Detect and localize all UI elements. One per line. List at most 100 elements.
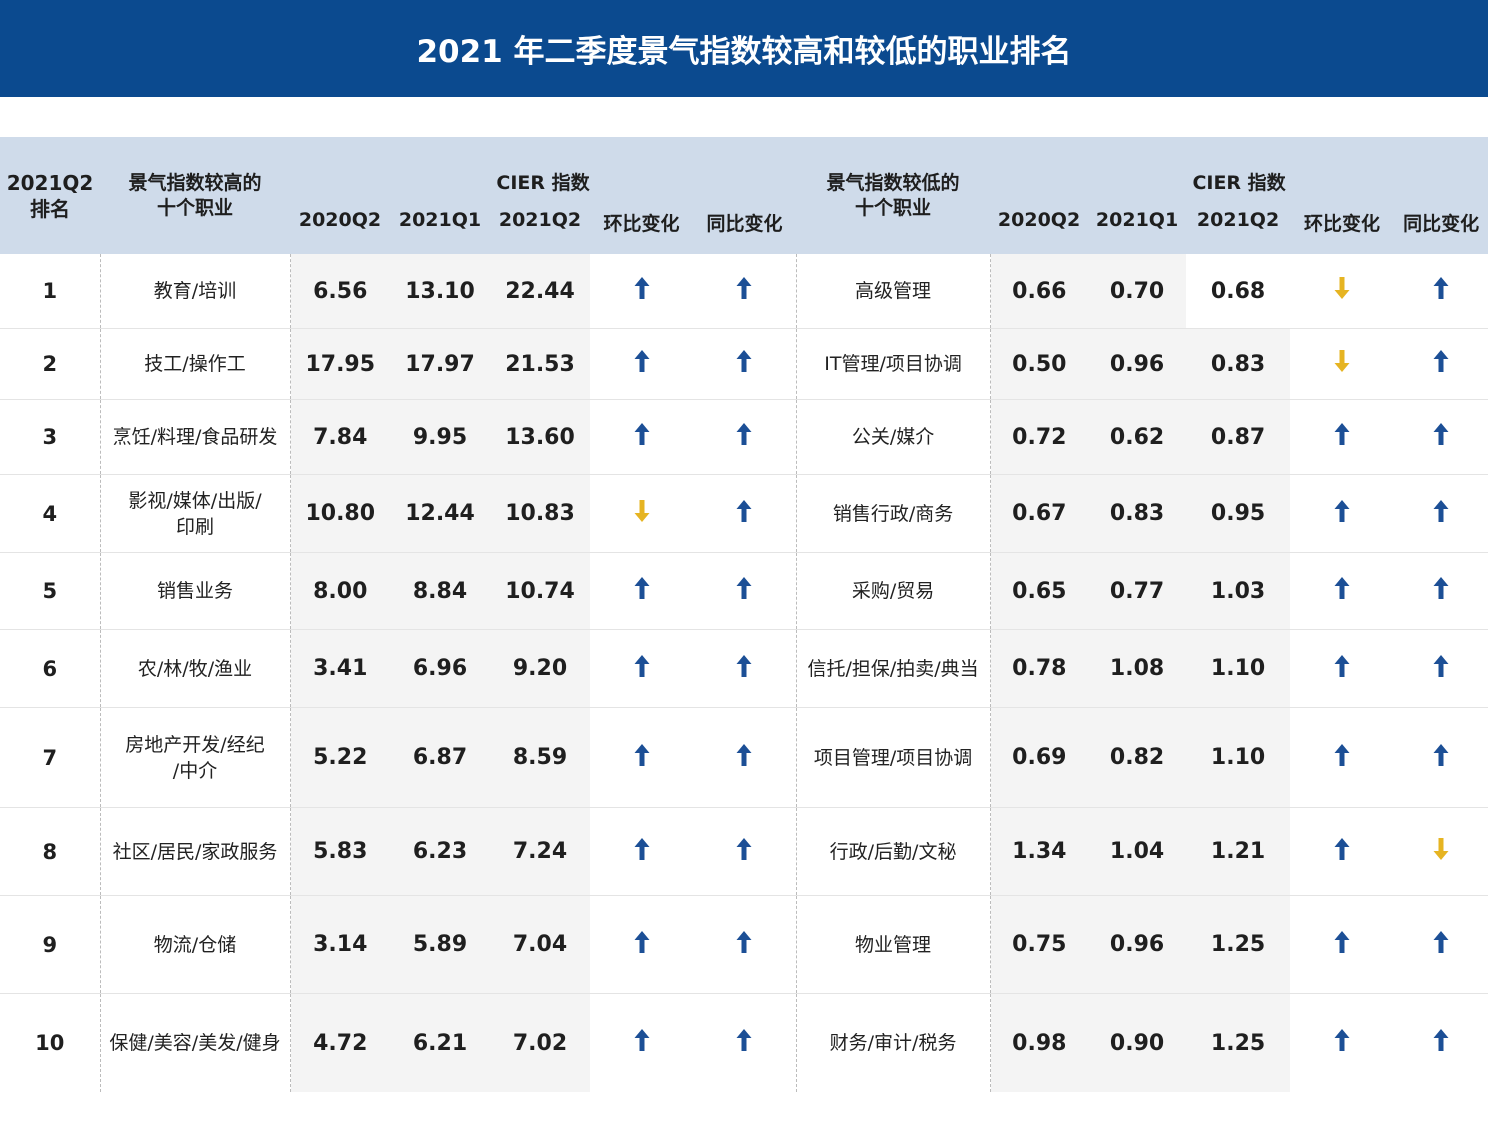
high-2021q1-cell: 6.21: [390, 993, 490, 1092]
arrow-up-icon: [1334, 1029, 1350, 1051]
high-2021q2-cell: 7.24: [490, 807, 590, 896]
low-occupation-cell: 行政/后勤/文秘: [795, 807, 991, 896]
header-high-text: 景气指数较高的 十个职业: [128, 171, 262, 219]
arrow-up-icon: [1433, 277, 1449, 299]
table-row: 4 影视/媒体/出版/ 印刷 10.80 12.44 10.83 销售行政/商务 0.67 0…: [0, 474, 1488, 553]
header-cier-left: CIER 指数: [290, 137, 797, 201]
arrow-up-icon: [1334, 837, 1350, 860]
arrow-up-icon: [1334, 930, 1350, 953]
high-occupation-cell: 社区/居民/家政服务: [99, 807, 291, 896]
arrow-up-icon: [1334, 423, 1350, 445]
low-yoy-cell: [1394, 994, 1488, 1093]
high-2020q2-cell: 8.00: [290, 552, 390, 630]
low-occupation-cell: 信托/担保/拍卖/典当: [795, 629, 991, 708]
low-2021q2-cell: 1.10: [1186, 707, 1291, 808]
ranking-table-wrap: 2021Q2 排名 景气指数较高的 十个职业 CIER 指数 景气指数较低的 十…: [0, 137, 1488, 1092]
high-2021q1-cell: 6.96: [390, 629, 490, 708]
high-yoy-cell: [693, 629, 797, 708]
high-occupation-cell: 技工/操作工: [99, 328, 291, 400]
low-2021q1-cell: 0.96: [1088, 895, 1187, 994]
high-qoq-cell: [590, 707, 693, 808]
high-yoy-cell: [693, 552, 797, 630]
high-2020q2-cell: 5.83: [290, 807, 390, 896]
col-header-2021q1-right: 2021Q1: [1088, 201, 1187, 254]
high-2020q2-cell: 5.22: [290, 707, 390, 808]
arrow-up-icon: [634, 743, 649, 766]
low-yoy-cell: [1394, 707, 1488, 808]
low-occupation-cell: IT管理/项目协调: [795, 328, 991, 400]
high-2020q2-cell: 3.14: [290, 895, 390, 994]
rank-cell: 8: [0, 807, 100, 896]
high-occupation-cell: 物流/仓储: [99, 895, 291, 994]
table-row: 2 技工/操作工 17.95 17.97 21.53 IT管理/项目协调 0.50 0.96 0…: [0, 328, 1488, 400]
high-occupation-cell: 保健/美容/美发/健身: [99, 993, 291, 1092]
high-occupation-cell: 教育/培训: [99, 254, 291, 329]
high-yoy-cell: [693, 994, 796, 1093]
low-2021q2-cell: 1.25: [1186, 993, 1291, 1092]
low-2021q2-cell: 0.95: [1186, 474, 1291, 553]
high-2021q1-cell: 8.84: [390, 552, 490, 630]
table-header: 2021Q2 排名 景气指数较高的 十个职业 CIER 指数 景气指数较低的 十…: [0, 137, 1488, 254]
low-qoq-cell: [1290, 707, 1395, 808]
low-yoy-cell: [1394, 328, 1488, 400]
high-2021q2-cell: 10.83: [490, 474, 590, 553]
arrow-down-icon: [1334, 350, 1350, 372]
low-2020q2-cell: 0.98: [990, 993, 1089, 1092]
low-qoq-cell: [1290, 254, 1395, 329]
arrow-up-icon: [736, 499, 752, 522]
low-qoq-cell: [1290, 474, 1395, 553]
high-2021q2-cell: 7.04: [490, 895, 590, 994]
high-2021q2-cell: 10.74: [490, 552, 590, 630]
low-yoy-cell: [1394, 474, 1488, 553]
header-rank-text: 2021Q2 排名: [6, 170, 94, 221]
table-row: 1 教育/培训 6.56 13.10 22.44 高级管理 0.66 0.70 0.68: [0, 254, 1488, 329]
arrow-up-icon: [1334, 654, 1350, 677]
high-2021q1-cell: 6.23: [390, 807, 490, 896]
low-occupation-cell: 采购/贸易: [795, 552, 991, 630]
high-2021q1-cell: 13.10: [390, 254, 490, 329]
high-2021q2-cell: 22.44: [490, 254, 590, 329]
high-qoq-cell: [590, 254, 693, 329]
arrow-up-icon: [736, 1029, 752, 1051]
col-header-qoq-left: 环比变化: [590, 201, 693, 254]
low-occupation-cell: 高级管理: [795, 254, 991, 329]
low-2020q2-cell: 0.67: [990, 474, 1089, 553]
header-low-occupation: 景气指数较低的 十个职业: [796, 137, 991, 254]
arrow-up-icon: [736, 837, 752, 860]
low-2020q2-cell: 0.72: [990, 399, 1089, 475]
high-occupation-cell: 房地产开发/经纪 /中介: [99, 707, 291, 808]
col-header-2020q2-right: 2020Q2: [990, 201, 1089, 254]
high-2021q1-cell: 17.97: [390, 328, 490, 400]
low-2020q2-cell: 1.34: [990, 807, 1089, 896]
high-yoy-cell: [693, 707, 797, 808]
low-2021q2-cell: 1.10: [1186, 629, 1291, 708]
arrow-up-icon: [1433, 743, 1449, 766]
arrow-up-icon: [736, 423, 752, 445]
arrow-up-icon: [634, 654, 649, 677]
arrow-up-icon: [1433, 577, 1449, 599]
high-2021q2-cell: 13.60: [490, 399, 590, 475]
low-occupation-cell: 销售行政/商务: [795, 474, 991, 553]
arrow-up-icon: [634, 423, 649, 445]
low-2020q2-cell: 0.69: [990, 707, 1089, 808]
high-occupation-cell: 农/林/牧/渔业: [99, 629, 291, 708]
table-row: 3 烹饪/料理/食品研发 7.84 9.95 13.60 公关/媒介 0.72 0.62 0.8…: [0, 399, 1488, 475]
low-2021q1-cell: 0.82: [1088, 707, 1187, 808]
arrow-down-icon: [1433, 837, 1449, 860]
high-2021q2-cell: 9.20: [490, 629, 590, 708]
low-yoy-cell: [1394, 399, 1488, 475]
high-2021q2-cell: 7.02: [490, 993, 590, 1092]
high-2020q2-cell: 17.95: [290, 328, 390, 400]
high-2021q1-cell: 9.95: [390, 399, 490, 475]
low-yoy-cell: [1394, 629, 1488, 708]
header-high-occupation: 景气指数较高的 十个职业: [100, 137, 290, 254]
high-occupation-cell: 影视/媒体/出版/ 印刷: [99, 474, 291, 553]
low-qoq-cell: [1290, 807, 1395, 896]
rank-cell: 9: [0, 895, 100, 994]
low-qoq-cell: [1290, 399, 1395, 475]
header-cier-right: CIER 指数: [990, 137, 1488, 201]
arrow-up-icon: [736, 350, 752, 372]
rank-cell: 6: [0, 629, 100, 708]
col-header-2021q2-right: 2021Q2: [1186, 201, 1291, 254]
col-header-2020q2-left: 2020Q2: [290, 201, 390, 254]
